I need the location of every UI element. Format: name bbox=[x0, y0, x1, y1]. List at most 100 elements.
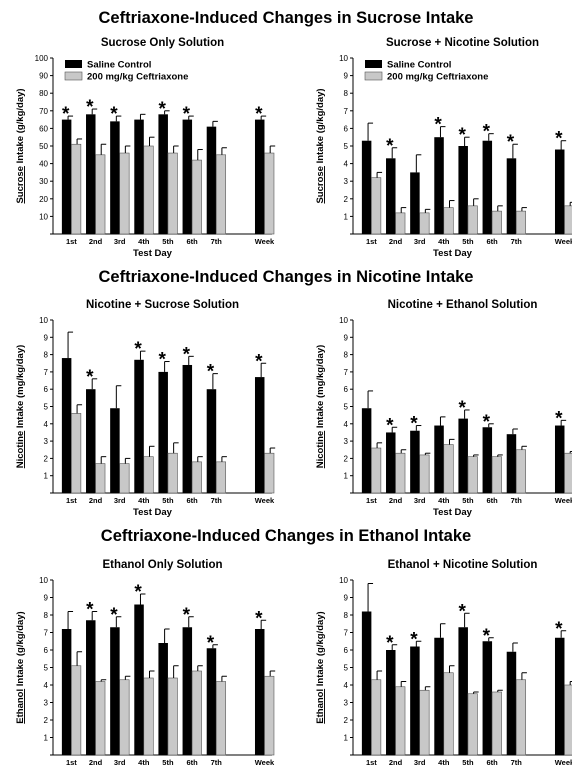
x-tick-label: 7th bbox=[511, 758, 523, 766]
x-tick-label: 5th bbox=[162, 237, 174, 246]
y-axis-label: Ethanol Intake (g/kg/day) bbox=[15, 611, 26, 723]
y-tick-label: 3 bbox=[344, 437, 349, 446]
significance-marker: * bbox=[183, 344, 191, 365]
bar-saline bbox=[458, 146, 468, 234]
legend-label-saline: Saline Control bbox=[387, 60, 451, 71]
y-tick-label: 10 bbox=[339, 576, 348, 585]
bar-ceftriaxone bbox=[71, 143, 82, 235]
bar-saline bbox=[410, 646, 420, 755]
significance-marker: * bbox=[386, 415, 394, 436]
bar-ceftriaxone bbox=[419, 454, 430, 494]
y-tick-label: 1 bbox=[344, 734, 349, 743]
x-tick-label: 7th bbox=[211, 496, 223, 505]
bar-saline bbox=[158, 114, 168, 234]
bar-ceftriaxone bbox=[467, 205, 478, 235]
bar-saline bbox=[361, 611, 372, 755]
y-tick-label: 2 bbox=[44, 716, 49, 725]
bar-ceftriaxone bbox=[191, 159, 202, 235]
x-tick-label: 1st bbox=[366, 237, 377, 246]
y-tick-label: 80 bbox=[39, 89, 48, 98]
bar-saline bbox=[410, 172, 420, 234]
bar-saline bbox=[386, 650, 396, 755]
chart-panel-0: Sucrose Only Solution 10 20 30 40 50 60 70 80 90 1… bbox=[15, 37, 276, 259]
y-tick-label: 5 bbox=[344, 142, 349, 151]
chart-grid: Sucrose Only Solution 10 20 30 40 50 60 70 80 90 1… bbox=[15, 37, 572, 766]
bar-ceftriaxone bbox=[215, 154, 227, 235]
y-axis-label-prefix: Nicotine bbox=[15, 431, 26, 468]
significance-marker: * bbox=[207, 633, 215, 654]
y-tick-label: 9 bbox=[44, 594, 49, 603]
significance-marker: * bbox=[555, 408, 563, 429]
y-tick-label: 4 bbox=[344, 160, 349, 169]
chart-panel-4: Ethanol Only Solution 1 2 3 4 5 6 7 8 9 10 Ethanol … bbox=[15, 559, 276, 766]
y-tick-label: 3 bbox=[344, 177, 349, 186]
bar-ceftriaxone bbox=[119, 152, 130, 235]
legend-swatch-ceftriaxone bbox=[364, 71, 383, 81]
bar-saline bbox=[554, 425, 565, 493]
significance-marker: * bbox=[483, 122, 491, 143]
significance-marker: * bbox=[207, 362, 215, 383]
panel-title: Nicotine + Sucrose Solution bbox=[86, 299, 239, 311]
x-axis-label: Test Day bbox=[133, 248, 173, 259]
significance-marker: * bbox=[110, 605, 118, 626]
x-axis-label: Test Day bbox=[433, 507, 473, 518]
y-axis-label: Nicotine Intake (mg/kg/day) bbox=[315, 345, 326, 469]
bar-ceftriaxone bbox=[167, 452, 178, 494]
bar-saline bbox=[482, 641, 493, 755]
bar-ceftriaxone bbox=[491, 691, 502, 756]
y-tick-label: 5 bbox=[344, 664, 349, 673]
significance-marker: * bbox=[483, 626, 491, 647]
significance-marker: * bbox=[459, 125, 467, 146]
bar-saline bbox=[254, 377, 265, 493]
x-tick-label: 4th bbox=[438, 496, 450, 505]
x-tick-label: Week bbox=[555, 237, 572, 246]
bar-ceftriaxone bbox=[71, 413, 82, 494]
x-tick-label: 2nd bbox=[389, 758, 403, 766]
y-axis-label-prefix: Ethanol bbox=[315, 689, 326, 724]
bar-saline bbox=[458, 418, 468, 493]
y-axis-label: Ethanol Intake (g/kg/day) bbox=[315, 611, 326, 723]
bar-ceftriaxone bbox=[443, 672, 454, 756]
y-tick-label: 2 bbox=[44, 454, 49, 463]
y-tick-label: 5 bbox=[44, 664, 49, 673]
y-tick-label: 7 bbox=[44, 629, 49, 638]
bar-saline bbox=[506, 158, 517, 234]
x-tick-label: 4th bbox=[438, 758, 450, 766]
bar-ceftriaxone bbox=[371, 177, 382, 235]
x-tick-label: 7th bbox=[211, 237, 223, 246]
y-axis-label-suffix: Intake (g/kg/day) bbox=[315, 611, 326, 689]
bar-saline bbox=[458, 627, 468, 755]
y-tick-label: 10 bbox=[339, 316, 348, 325]
bar-saline bbox=[110, 627, 120, 755]
x-tick-label: 5th bbox=[462, 496, 474, 505]
bar-saline bbox=[134, 359, 144, 493]
x-tick-label: 5th bbox=[462, 758, 474, 766]
y-tick-label: 3 bbox=[44, 699, 49, 708]
bar-ceftriaxone bbox=[395, 686, 406, 756]
y-axis-label-suffix: Intake (g/kg/day) bbox=[15, 88, 26, 166]
y-tick-label: 2 bbox=[344, 195, 349, 204]
y-tick-label: 1 bbox=[344, 212, 349, 221]
bar-ceftriaxone bbox=[467, 693, 478, 756]
bar-ceftriaxone bbox=[515, 449, 527, 494]
x-tick-label: 2nd bbox=[89, 758, 103, 766]
significance-marker: * bbox=[410, 629, 418, 650]
bar-ceftriaxone bbox=[191, 461, 202, 494]
bar-ceftriaxone bbox=[515, 679, 527, 756]
y-tick-label: 40 bbox=[39, 160, 48, 169]
bar-ceftriaxone bbox=[215, 681, 227, 756]
significance-marker: * bbox=[86, 367, 94, 388]
y-tick-label: 6 bbox=[44, 385, 49, 394]
x-tick-label: 2nd bbox=[89, 237, 103, 246]
y-tick-label: 9 bbox=[344, 594, 349, 603]
y-tick-label: 7 bbox=[344, 629, 349, 638]
bar-ceftriaxone bbox=[143, 677, 154, 756]
y-tick-label: 8 bbox=[344, 351, 349, 360]
bar-saline bbox=[158, 643, 168, 755]
y-tick-label: 8 bbox=[344, 89, 349, 98]
bar-saline bbox=[86, 114, 96, 234]
y-tick-label: 100 bbox=[35, 54, 49, 63]
x-tick-label: 7th bbox=[511, 496, 523, 505]
y-axis-label-prefix: Ethanol bbox=[15, 689, 26, 724]
